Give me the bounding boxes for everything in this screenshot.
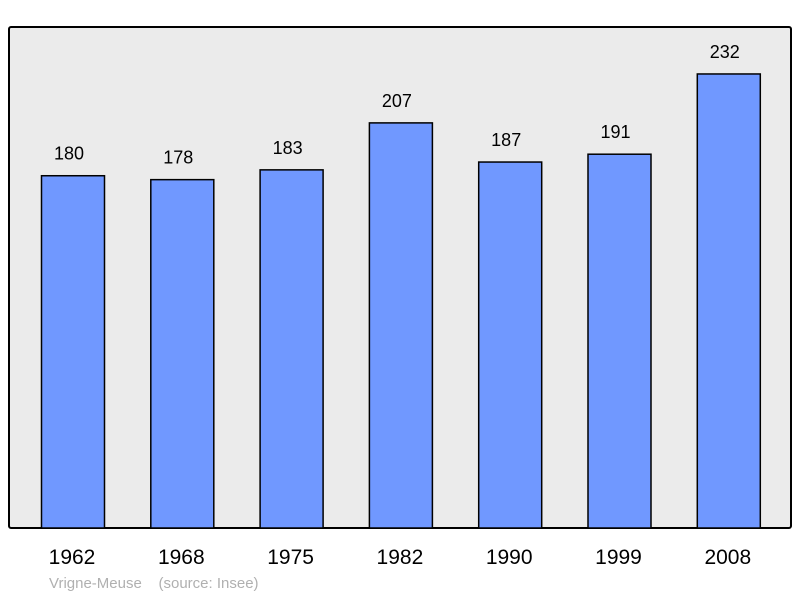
- data-label-2008: 232: [710, 42, 740, 62]
- x-tick-label-1999: 1999: [595, 546, 642, 569]
- x-tick-label-1975: 1975: [267, 546, 314, 569]
- x-tick-label-1990: 1990: [486, 546, 533, 569]
- data-label-1999: 191: [600, 122, 630, 142]
- bar-1962: [40, 174, 106, 529]
- bar-1999: [587, 153, 652, 529]
- bar-1982: [368, 122, 434, 529]
- x-tick-label-1962: 1962: [49, 546, 96, 569]
- footer-caption: Vrigne-Meuse (source: Insee): [49, 575, 259, 592]
- bar-1968: [150, 178, 215, 529]
- data-label-1968: 178: [163, 148, 193, 168]
- source-note: (source: Insee): [158, 575, 259, 592]
- data-label-1990: 187: [491, 130, 521, 150]
- bar-1975: [259, 169, 324, 529]
- place-name: Vrigne-Meuse: [49, 575, 142, 592]
- bar-2008: [696, 73, 762, 529]
- x-tick-label-1968: 1968: [158, 546, 205, 569]
- data-label-1975: 183: [273, 138, 303, 158]
- data-label-1962: 180: [54, 144, 84, 164]
- x-tick-label-2008: 2008: [704, 546, 751, 569]
- x-tick-label-1982: 1982: [377, 546, 424, 569]
- bar-1990: [477, 161, 543, 529]
- data-label-1982: 207: [382, 91, 412, 111]
